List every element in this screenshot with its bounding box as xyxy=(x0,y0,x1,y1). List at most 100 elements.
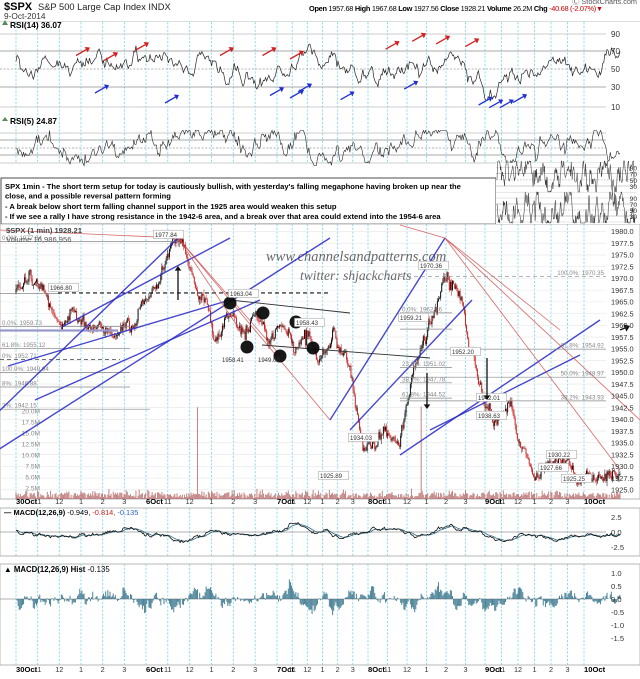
svg-text:2: 2 xyxy=(444,497,448,506)
svg-text:12: 12 xyxy=(514,665,522,674)
svg-text:50: 50 xyxy=(611,65,620,74)
svg-text:2.5: 2.5 xyxy=(611,513,622,522)
svg-text:90: 90 xyxy=(611,30,620,39)
svg-text:1925.0: 1925.0 xyxy=(611,485,634,494)
svg-text:2: 2 xyxy=(336,497,340,506)
svg-text:Ⓒ StockCharts.com: Ⓒ StockCharts.com xyxy=(572,0,637,6)
svg-text:0.0%: 1959.73: 0.0%: 1959.73 xyxy=(2,320,42,327)
svg-text:1963.04: 1963.04 xyxy=(230,291,253,298)
svg-text:30: 30 xyxy=(630,214,638,221)
svg-text:1925.25: 1925.25 xyxy=(563,476,586,483)
svg-text:1: 1 xyxy=(209,497,213,506)
svg-text:3: 3 xyxy=(565,497,569,506)
svg-text:1935.0: 1935.0 xyxy=(611,439,634,448)
svg-text:11: 11 xyxy=(164,497,172,506)
svg-text:1927.5: 1927.5 xyxy=(611,474,634,483)
svg-text:30: 30 xyxy=(630,184,638,191)
svg-text:0.0%: 1962.66: 0.0%: 1962.66 xyxy=(402,306,442,313)
svg-text:1955.0: 1955.0 xyxy=(611,345,634,354)
svg-text:11: 11 xyxy=(498,665,506,674)
svg-text:1947.5: 1947.5 xyxy=(611,380,634,389)
svg-text:1967.5: 1967.5 xyxy=(611,286,634,295)
svg-text:10: 10 xyxy=(611,103,620,112)
svg-text:8%: 1946.88: 8%: 1946.88 xyxy=(2,381,37,388)
svg-text:1930.22: 1930.22 xyxy=(548,452,571,459)
svg-text:1945.0: 1945.0 xyxy=(611,392,634,401)
svg-text:-1.5: -1.5 xyxy=(611,634,624,643)
svg-text:12: 12 xyxy=(55,497,63,506)
svg-text:1: 1 xyxy=(320,665,324,674)
svg-text:5.0M: 5.0M xyxy=(25,475,40,482)
svg-text:1942.5: 1942.5 xyxy=(611,403,634,412)
svg-text:12: 12 xyxy=(303,497,311,506)
svg-text:0.5: 0.5 xyxy=(611,582,622,591)
svg-text:2: 2 xyxy=(549,665,553,674)
svg-text:2: 2 xyxy=(336,665,340,674)
svg-text:11: 11 xyxy=(498,497,506,506)
svg-text:2: 2 xyxy=(101,665,105,674)
svg-text:61.8%: 1944.52: 61.8%: 1944.52 xyxy=(402,392,446,399)
svg-text:11: 11 xyxy=(288,497,296,506)
svg-text:-1.0: -1.0 xyxy=(611,621,624,630)
svg-text:6Oct: 6Oct xyxy=(146,497,163,506)
svg-text:2: 2 xyxy=(231,665,235,674)
svg-text:▲ MACD(12,26,9) Hist -0.135: ▲ MACD(12,26,9) Hist -0.135 xyxy=(4,565,110,574)
svg-text:12: 12 xyxy=(303,665,311,674)
svg-text:3: 3 xyxy=(463,497,467,506)
svg-text:1959.21: 1959.21 xyxy=(400,315,423,322)
svg-text:2: 2 xyxy=(101,497,105,506)
svg-text:3: 3 xyxy=(351,665,355,674)
svg-text:Open 1957.68 High 1967.68 Low: Open 1957.68 High 1967.68 Low 1927.56 Cl… xyxy=(309,4,603,13)
svg-text:12: 12 xyxy=(403,497,411,506)
svg-text:- A break below short term fal: - A break below short term falling chann… xyxy=(5,202,337,211)
svg-text:RSI(14) 36.07: RSI(14) 36.07 xyxy=(10,20,62,30)
svg-text:3: 3 xyxy=(122,497,126,506)
svg-text:1940.0: 1940.0 xyxy=(611,415,634,424)
svg-text:1958.41: 1958.41 xyxy=(222,358,244,364)
svg-text:1: 1 xyxy=(532,497,536,506)
svg-text:1: 1 xyxy=(320,497,324,506)
svg-text:3: 3 xyxy=(253,665,257,674)
svg-text:1937.5: 1937.5 xyxy=(611,427,634,436)
svg-text:$SPX (1 min) 1928.21: $SPX (1 min) 1928.21 xyxy=(6,226,83,235)
svg-text:30: 30 xyxy=(611,83,620,92)
svg-text:1932.5: 1932.5 xyxy=(611,450,634,459)
svg-text:11: 11 xyxy=(164,665,172,674)
svg-text:1970.0: 1970.0 xyxy=(611,274,634,283)
svg-text:2: 2 xyxy=(549,497,553,506)
svg-text:twitter: shjackcharts: twitter: shjackcharts xyxy=(300,268,411,283)
svg-text:10Oct: 10Oct xyxy=(584,665,606,674)
svg-text:3: 3 xyxy=(463,665,467,674)
svg-text:1970.36: 1970.36 xyxy=(420,263,443,270)
svg-text:11: 11 xyxy=(34,665,42,674)
svg-text:61.8%: 1954.92: 61.8%: 1954.92 xyxy=(561,343,605,350)
svg-text:1977.5: 1977.5 xyxy=(611,239,634,248)
svg-text:1930.0: 1930.0 xyxy=(611,462,634,471)
svg-text:11: 11 xyxy=(34,497,42,506)
svg-text:12: 12 xyxy=(55,665,63,674)
svg-text:1: 1 xyxy=(532,665,536,674)
svg-text:50.0%: 1948.97: 50.0%: 1948.97 xyxy=(561,371,605,378)
svg-text:12.5M: 12.5M xyxy=(22,442,40,449)
svg-text:1938.63: 1938.63 xyxy=(478,413,501,420)
svg-text:1: 1 xyxy=(424,665,428,674)
svg-text:1: 1 xyxy=(79,665,83,674)
svg-text:SPX 1min - The short term setu: SPX 1min - The short term setup for toda… xyxy=(5,182,461,191)
svg-text:38.2%: 1947.78: 38.2%: 1947.78 xyxy=(402,376,446,383)
svg-text:1975.0: 1975.0 xyxy=(611,251,634,260)
svg-text:3: 3 xyxy=(253,497,257,506)
svg-text:1958.43: 1958.43 xyxy=(296,320,319,327)
svg-text:1957.5: 1957.5 xyxy=(611,333,634,342)
svg-text:- If we see a rally I have str: - If we see a rally I have strong resist… xyxy=(5,212,441,221)
svg-text:-0.5: -0.5 xyxy=(611,608,624,617)
svg-text:― MACD(12,26,9) -0.949, -0.814: ― MACD(12,26,9) -0.949, -0.814, -0.135 xyxy=(4,508,138,517)
svg-text:1949.00: 1949.00 xyxy=(258,358,280,364)
svg-text:0.0: 0.0 xyxy=(611,595,622,604)
svg-text:10.0M: 10.0M xyxy=(22,453,40,460)
svg-text:1965.0: 1965.0 xyxy=(611,298,634,307)
svg-text:23.6%: 1951.02: 23.6%: 1951.02 xyxy=(402,361,446,368)
svg-text:12: 12 xyxy=(403,665,411,674)
svg-text:2.5M: 2.5M xyxy=(25,486,40,493)
svg-text:7.5M: 7.5M xyxy=(25,464,40,471)
svg-text:1977.84: 1977.84 xyxy=(155,232,178,239)
